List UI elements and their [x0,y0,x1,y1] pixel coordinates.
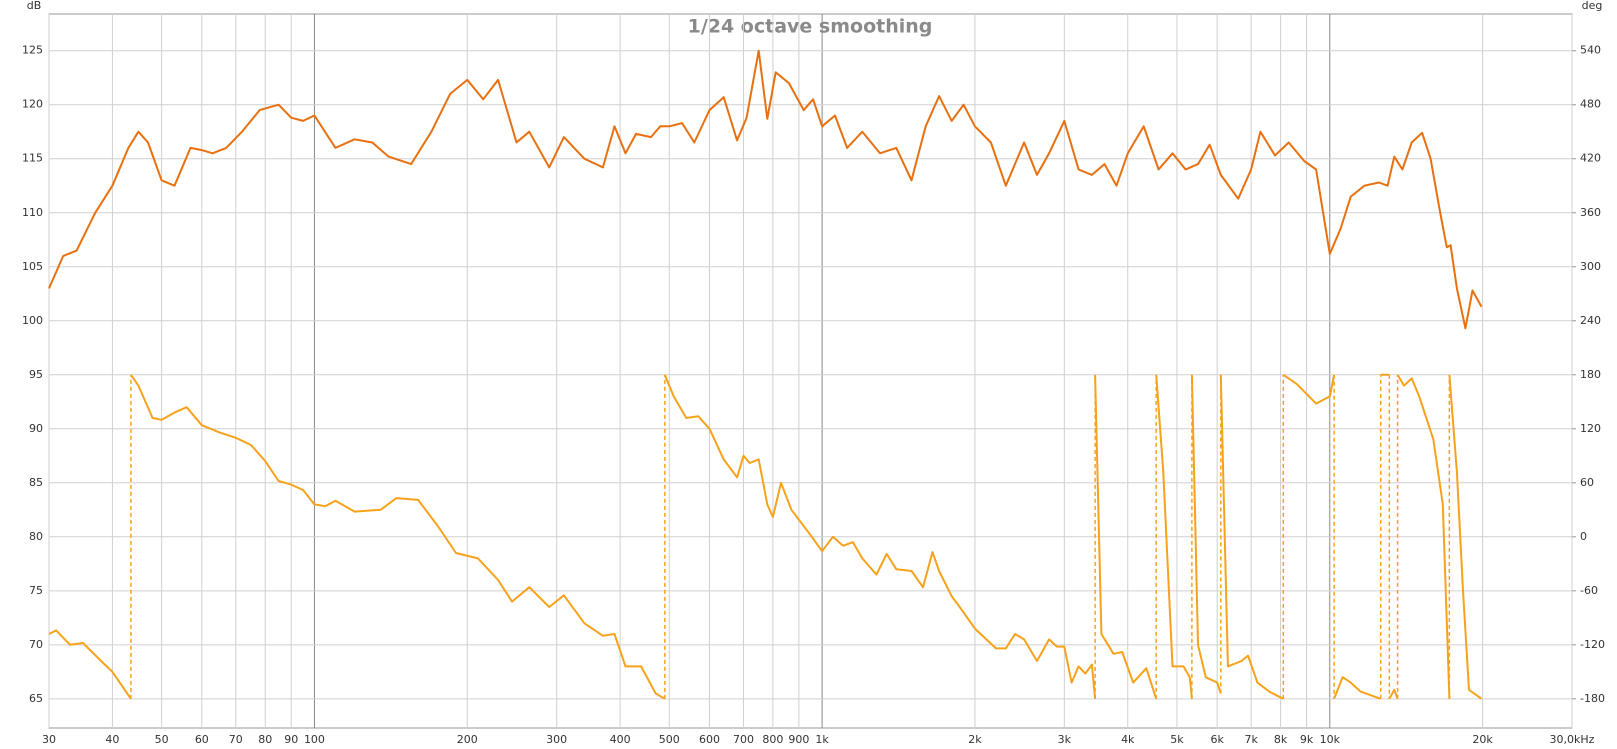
y2-tick-label: -60 [1580,584,1598,597]
y-axis-label: dB [27,0,42,12]
x-tick-label: 8k [1274,733,1288,746]
x-tick-label: 6k [1210,733,1224,746]
series-line [48,373,1483,700]
y-tick-label: 65 [29,692,43,705]
x-tick-label: 3k [1058,733,1072,746]
y-tick-label: 75 [29,584,43,597]
x-tick-label: 90 [284,733,298,746]
y2-tick-label: 180 [1580,368,1601,381]
x-tick-label: 40 [105,733,119,746]
y-tick-label: 115 [22,152,43,165]
x-tick-label: 200 [457,733,478,746]
y2-axis-label: deg [1582,0,1603,12]
y2-tick-label: 360 [1580,206,1601,219]
x-tick-label: 30 [42,733,56,746]
chart-title: 1/24 octave smoothing [688,16,933,38]
x-tick-label: 80 [258,733,272,746]
x-tick-label: 30,0kHz [1550,733,1595,746]
x-tick-label: 60 [195,733,209,746]
x-tick-label: 5k [1170,733,1184,746]
y-tick-label: 105 [22,260,43,273]
y2-tick-label: 240 [1580,314,1601,327]
y-tick-label: 80 [29,530,43,543]
y2-tick-label: 540 [1580,44,1601,57]
x-tick-label: 700 [733,733,754,746]
plot-area [48,13,1573,729]
y2-tick-label: 420 [1580,152,1601,165]
y-tick-label: 90 [29,422,43,435]
y-tick-label: 95 [29,368,43,381]
x-tick-label: 10k [1320,733,1341,746]
x-tick-label: 50 [155,733,169,746]
y2-tick-label: 300 [1580,260,1601,273]
x-tick-label: 4k [1121,733,1135,746]
x-tick-label: 2k [968,733,982,746]
y-tick-label: 120 [22,98,43,111]
series-line [48,49,1483,330]
x-tick-label: 9k [1300,733,1314,746]
y2-tick-label: 480 [1580,98,1601,111]
y2-tick-label: -120 [1580,638,1605,651]
x-tick-label: 600 [699,733,720,746]
y-tick-label: 70 [29,638,43,651]
y2-tick-label: 120 [1580,422,1601,435]
y2-tick-label: 60 [1580,476,1594,489]
x-tick-label: 800 [762,733,783,746]
y2-tick-label: 0 [1580,530,1587,543]
y-tick-label: 85 [29,476,43,489]
x-tick-label: 400 [610,733,631,746]
y-tick-label: 110 [22,206,43,219]
x-tick-label: 7k [1244,733,1258,746]
x-tick-label: 900 [788,733,809,746]
y-tick-label: 100 [22,314,43,327]
y-tick-label: 125 [22,44,43,57]
y2-tick-label: -180 [1580,692,1605,705]
x-tick-label: 100 [304,733,325,746]
x-tick-label: 1k [815,733,829,746]
x-tick-label: 20k [1472,733,1493,746]
x-tick-label: 500 [659,733,680,746]
x-tick-label: 300 [546,733,567,746]
x-tick-label: 70 [229,733,243,746]
